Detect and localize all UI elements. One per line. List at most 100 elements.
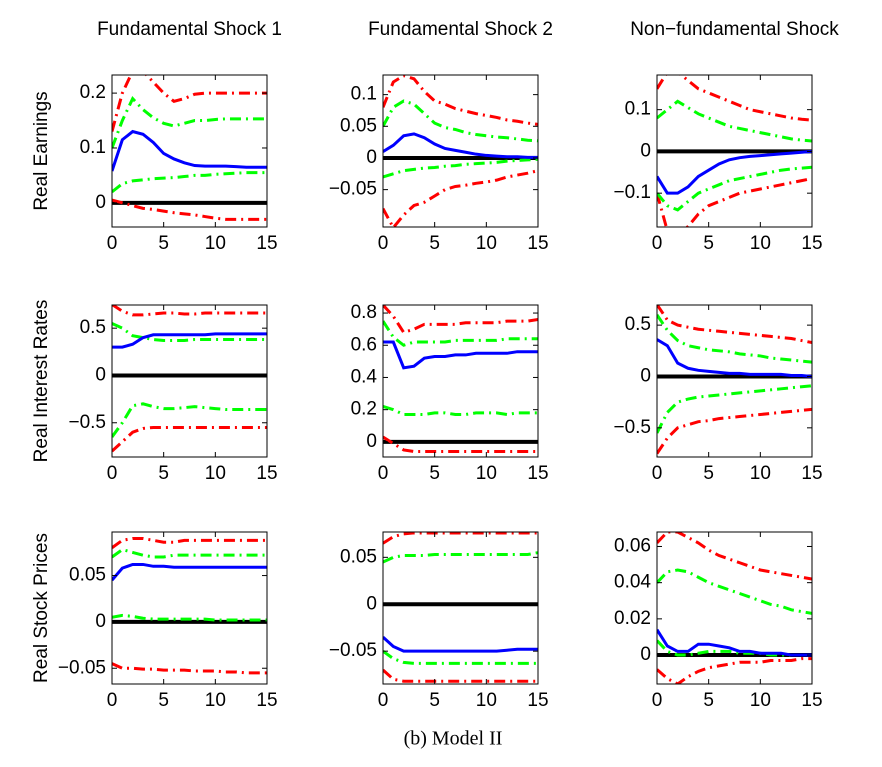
series-line [383, 551, 538, 564]
series-line [657, 305, 812, 345]
series-line [657, 177, 812, 227]
column-title: Fundamental Shock 1 [97, 19, 282, 40]
y-tick-label: 0.8 [351, 302, 377, 323]
y-tick-label: −0.05 [58, 657, 106, 678]
y-tick-label: 0 [366, 147, 377, 168]
series-line [657, 407, 812, 455]
series-line [112, 198, 267, 221]
x-tick-label: 5 [429, 690, 440, 711]
y-tick-label: 0.05 [69, 565, 106, 586]
series-line [657, 384, 812, 434]
series-line [383, 532, 538, 545]
y-tick-label: 0.5 [80, 317, 106, 338]
y-tick-label: 0.2 [351, 399, 377, 420]
x-tick-label: 15 [256, 690, 277, 711]
x-tick-label: 15 [801, 463, 822, 484]
x-tick-label: 0 [107, 233, 118, 254]
y-tick-label: −0.05 [329, 179, 377, 200]
x-tick-label: 5 [703, 463, 714, 484]
series-line [383, 75, 538, 126]
x-tick-label: 0 [378, 690, 389, 711]
axes-frame [111, 304, 268, 458]
x-tick-label: 5 [703, 690, 714, 711]
series-line [657, 639, 812, 657]
y-tick-label: −0.5 [613, 417, 651, 438]
series-line [112, 322, 267, 342]
series-line [112, 547, 267, 559]
y-tick-label: 0.5 [625, 314, 651, 335]
series-line [112, 425, 267, 453]
series-line [112, 171, 267, 194]
series-line [383, 305, 538, 335]
y-tick-label: 0.4 [351, 366, 378, 387]
y-tick-label: 0 [95, 611, 106, 632]
series-line [112, 305, 267, 317]
x-tick-label: 0 [107, 463, 118, 484]
y-tick-label: 0.1 [351, 84, 377, 105]
series-line [383, 169, 538, 227]
x-tick-label: 0 [107, 690, 118, 711]
axes-frame [656, 304, 813, 458]
plot-area [383, 532, 538, 684]
series-line [383, 668, 538, 683]
series-line [657, 165, 812, 212]
axes-frame [382, 304, 539, 458]
series-line [112, 402, 267, 438]
x-tick-label: 15 [527, 233, 548, 254]
axes-frame [111, 74, 268, 228]
x-tick-label: 10 [750, 233, 771, 254]
axes-frame [382, 531, 539, 685]
series-line [112, 332, 267, 349]
x-tick-label: 5 [429, 463, 440, 484]
y-tick-label: 0 [640, 140, 651, 161]
y-tick-label: −0.05 [329, 640, 377, 661]
y-tick-label: −0.5 [68, 412, 106, 433]
x-tick-label: 10 [205, 463, 226, 484]
series-line [383, 405, 538, 417]
x-tick-label: 5 [429, 233, 440, 254]
x-tick-label: 0 [652, 690, 663, 711]
series-line [657, 532, 812, 581]
x-tick-label: 15 [256, 463, 277, 484]
y-tick-label: 0.2 [80, 82, 106, 103]
y-tick-label: 0.06 [614, 535, 651, 556]
y-tick-label: 0 [95, 192, 106, 213]
axes-frame [656, 531, 813, 685]
series-line [112, 562, 267, 582]
x-tick-label: 15 [801, 690, 822, 711]
y-axis-label: Real Earnings [31, 91, 52, 210]
x-tick-label: 15 [801, 233, 822, 254]
series-line [383, 320, 538, 347]
y-tick-label: 0.02 [614, 608, 651, 629]
series-line [657, 99, 812, 143]
x-tick-label: 0 [378, 233, 389, 254]
x-tick-label: 10 [750, 690, 771, 711]
series-line [657, 568, 812, 615]
y-tick-label: 0 [640, 365, 651, 386]
x-tick-label: 5 [158, 690, 169, 711]
column-title: Non−fundamental Shock [630, 19, 839, 40]
plot-area [112, 305, 267, 457]
y-tick-label: 0 [366, 593, 377, 614]
series-line [112, 129, 267, 172]
series-line [657, 314, 812, 364]
y-tick-label: 0.04 [614, 572, 651, 593]
series-line [112, 613, 267, 622]
series-line [657, 75, 812, 122]
y-tick-label: 0 [366, 431, 377, 452]
y-tick-label: 0 [95, 364, 106, 385]
x-tick-label: 10 [476, 690, 497, 711]
x-tick-label: 5 [703, 233, 714, 254]
y-tick-label: 0.05 [340, 115, 377, 136]
x-tick-label: 15 [527, 690, 548, 711]
x-tick-label: 0 [378, 463, 389, 484]
series-line [383, 132, 538, 159]
series-line [383, 99, 538, 143]
x-tick-label: 10 [205, 233, 226, 254]
series-line [657, 628, 812, 657]
y-tick-label: −0.1 [613, 182, 651, 203]
x-tick-label: 10 [476, 463, 497, 484]
y-axis-label: Real Stock Prices [31, 533, 52, 683]
y-tick-label: 0.05 [340, 546, 377, 567]
